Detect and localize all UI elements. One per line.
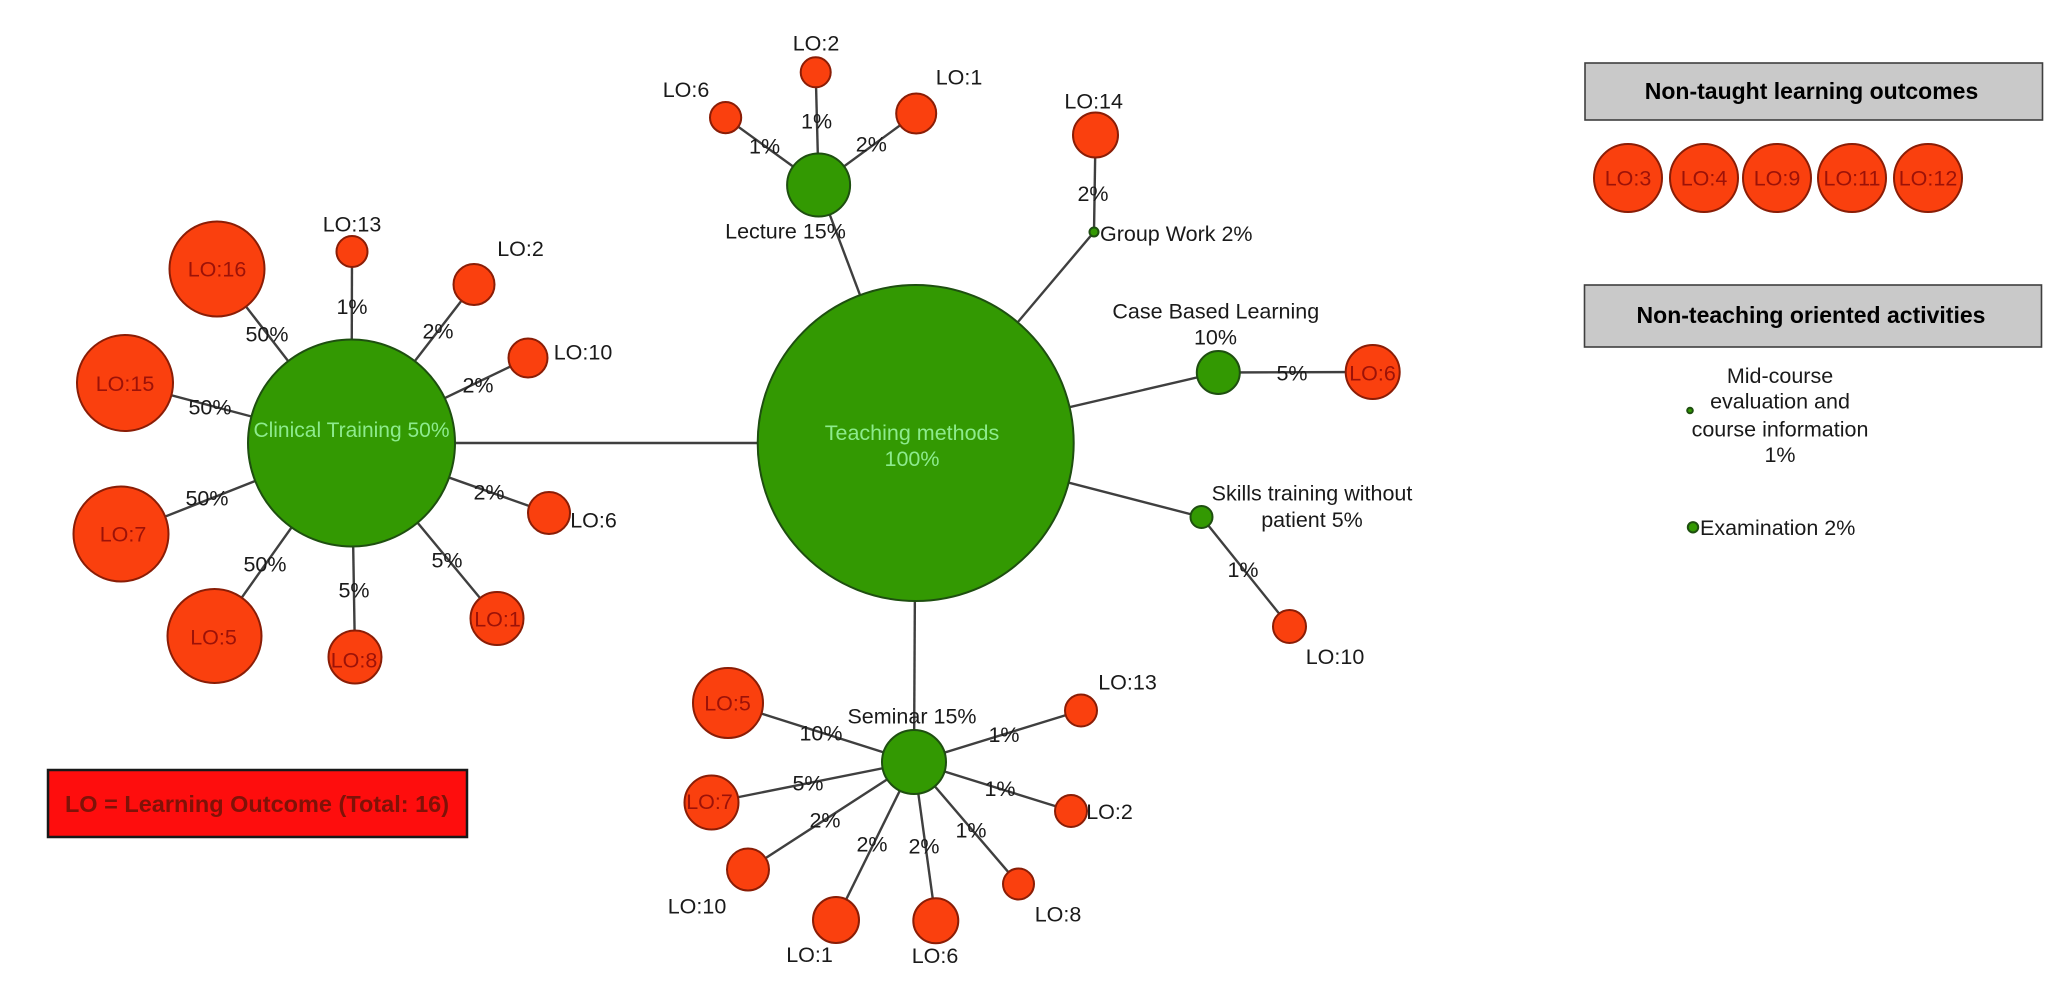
svg-text:50%: 50% [185,487,228,511]
svg-text:50%: 50% [243,553,286,577]
svg-text:5%: 5% [338,579,369,603]
svg-text:course information: course information [1692,418,1869,442]
svg-text:LO:4: LO:4 [1681,167,1728,191]
svg-text:1%: 1% [801,110,832,134]
svg-text:Non-taught learning outcomes: Non-taught learning outcomes [1645,78,1979,104]
svg-text:Seminar 15%: Seminar 15% [847,705,976,729]
svg-text:2%: 2% [462,374,493,398]
svg-text:50%: 50% [188,396,231,420]
svg-text:Case Based Learning: Case Based Learning [1112,300,1319,324]
svg-text:LO:1: LO:1 [936,66,983,90]
svg-text:1%: 1% [955,819,986,843]
svg-text:Teaching methods: Teaching methods [825,421,1000,445]
svg-text:LO:5: LO:5 [704,692,751,716]
svg-text:LO:10: LO:10 [668,895,727,919]
svg-text:evaluation and: evaluation and [1710,390,1850,414]
svg-text:100%: 100% [885,447,940,471]
svg-text:2%: 2% [809,809,840,833]
svg-text:LO:7: LO:7 [686,790,733,814]
svg-text:LO:2: LO:2 [497,237,544,261]
svg-text:LO:6: LO:6 [1349,362,1396,386]
svg-text:patient 5%: patient 5% [1261,508,1363,532]
svg-text:2%: 2% [856,133,887,157]
svg-text:2%: 2% [908,835,939,859]
svg-text:LO:10: LO:10 [554,341,613,365]
svg-text:Clinical Training 50%: Clinical Training 50% [253,419,449,442]
svg-text:5%: 5% [792,772,823,796]
svg-text:LO:1: LO:1 [786,943,833,967]
svg-text:Examination 2%: Examination 2% [1700,516,1855,540]
svg-text:Group Work 2%: Group Work 2% [1100,222,1253,246]
svg-text:LO:6: LO:6 [570,509,617,533]
svg-text:LO:8: LO:8 [331,649,378,673]
svg-text:LO:3: LO:3 [1605,167,1652,191]
svg-text:1%: 1% [336,295,367,319]
svg-text:10%: 10% [1194,326,1237,350]
svg-text:LO:14: LO:14 [1064,90,1123,114]
svg-text:Non-teaching oriented activiti: Non-teaching oriented activities [1637,302,1986,328]
svg-text:LO:5: LO:5 [190,626,237,650]
svg-text:2%: 2% [473,481,504,505]
svg-text:1%: 1% [749,135,780,159]
svg-text:LO:2: LO:2 [793,32,840,56]
svg-text:2%: 2% [856,833,887,857]
svg-text:1%: 1% [1227,558,1258,582]
svg-text:LO = Learning Outcome (Total:: LO = Learning Outcome (Total: 16) [65,791,449,817]
svg-text:Skills training without: Skills training without [1212,482,1413,506]
svg-text:LO:15: LO:15 [96,372,155,396]
svg-text:5%: 5% [431,549,462,573]
svg-text:LO:12: LO:12 [1899,167,1958,191]
svg-text:LO:13: LO:13 [1098,671,1157,695]
svg-text:LO:1: LO:1 [474,608,521,632]
svg-text:LO:13: LO:13 [323,213,382,237]
svg-text:50%: 50% [245,323,288,347]
svg-text:LO:6: LO:6 [912,944,959,968]
svg-text:10%: 10% [799,722,842,746]
svg-text:2%: 2% [1077,182,1108,206]
svg-text:1%: 1% [984,777,1015,801]
svg-text:1%: 1% [1764,443,1795,467]
svg-text:Lecture 15%: Lecture 15% [725,220,846,244]
svg-text:LO:10: LO:10 [1306,645,1365,669]
svg-text:LO:2: LO:2 [1086,800,1133,824]
svg-text:LO:8: LO:8 [1035,903,1082,927]
svg-text:LO:9: LO:9 [1754,167,1801,191]
svg-text:LO:7: LO:7 [100,523,147,547]
svg-text:LO:11: LO:11 [1824,167,1881,191]
svg-text:1%: 1% [988,723,1019,747]
svg-text:2%: 2% [422,320,453,344]
svg-text:5%: 5% [1276,362,1307,386]
svg-text:Mid-course: Mid-course [1727,364,1833,388]
svg-text:LO:6: LO:6 [663,78,710,102]
svg-text:LO:16: LO:16 [188,258,247,282]
